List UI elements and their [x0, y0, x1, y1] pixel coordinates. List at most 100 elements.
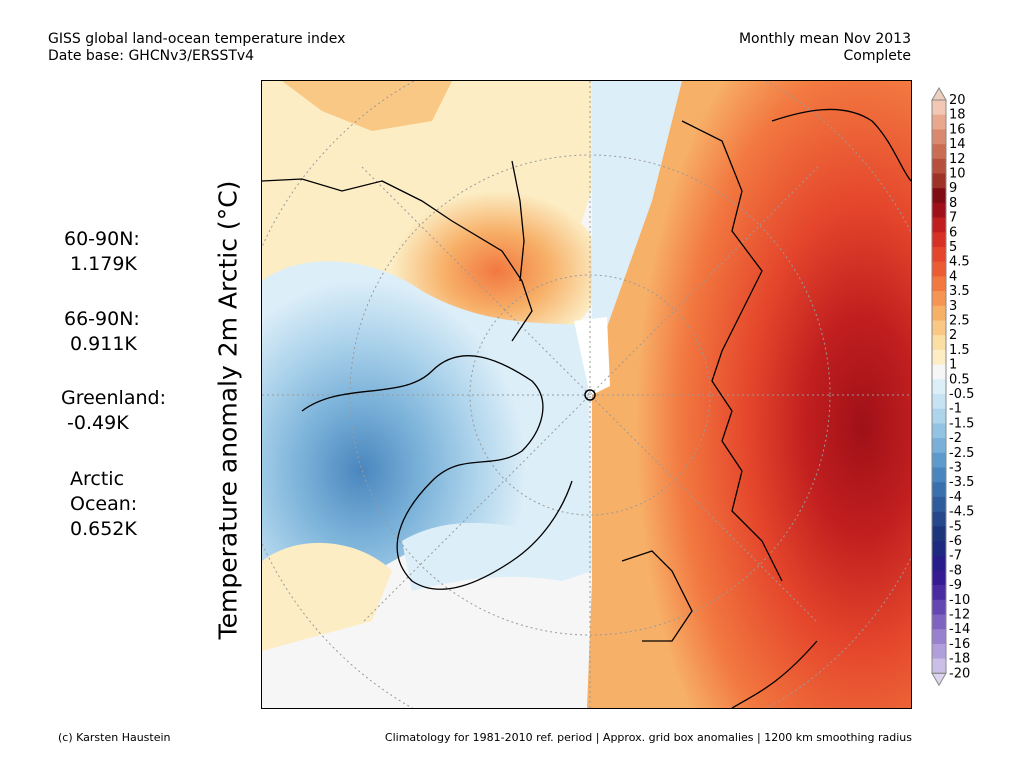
colorbar-tick-label: -3.5 [949, 475, 974, 490]
colorbar-tick-label: -10 [949, 593, 970, 608]
colorbar-tick-label: -7 [949, 549, 962, 564]
colorbar-swatch [932, 629, 946, 645]
colorbar-tick-label: 20 [949, 93, 966, 108]
colorbar-tick-label: 4.5 [949, 255, 970, 270]
colorbar-swatch [932, 570, 946, 586]
colorbar-tick-label: 3.5 [949, 284, 970, 299]
colorbar-tick-label: 1 [949, 358, 957, 373]
colorbar-tick-label: 10 [949, 167, 966, 182]
colorbar-tick-label: 5 [949, 240, 957, 255]
colorbar-tick-label: -5 [949, 519, 962, 534]
colorbar-swatch [932, 261, 946, 277]
colorbar-swatch [932, 555, 946, 571]
colorbar-swatch [932, 349, 946, 365]
colorbar-swatch [932, 247, 946, 262]
colorbar-swatch [932, 320, 946, 336]
colorbar-swatch [932, 291, 946, 307]
colorbar-swatch [932, 438, 946, 454]
colorbar-swatch [932, 188, 946, 204]
colorbar-tick-label: 18 [949, 108, 966, 123]
database-label: Date base: GHCNv3/ERSSTv4 [48, 48, 255, 64]
colorbar-tick-label: 4 [949, 269, 957, 284]
colorbar-tick-label: 6 [949, 225, 957, 240]
stat-line: 0.652K [70, 518, 137, 540]
north-pole-marker [584, 389, 596, 401]
colorbar-tick-label: 9 [949, 181, 957, 196]
colorbar-swatch [932, 379, 946, 395]
colorbar-swatch [932, 144, 946, 160]
colorbar-tick-label: -0.5 [949, 387, 974, 402]
stat-line: Greenland: [61, 387, 166, 409]
colorbar-tick-label: 16 [949, 122, 966, 137]
colorbar-tick-label: 12 [949, 152, 966, 167]
colorbar-swatch [932, 217, 946, 233]
colorbar-swatch [932, 114, 946, 130]
stat-60-90n: 60-90N: 1.179K [64, 227, 140, 277]
colorbar-tick-label: 3 [949, 299, 957, 314]
stat-line: 1.179K [64, 253, 137, 275]
colorbar-tick-label: -1.5 [949, 416, 974, 431]
colorbar-swatch [932, 526, 946, 542]
colorbar-swatch [932, 276, 946, 292]
colorbar-min-arrow [931, 672, 947, 687]
colorbar-swatch [932, 467, 946, 483]
colorbar-swatch [932, 202, 946, 218]
footer-note: Climatology for 1981-2010 ref. period | … [384, 731, 912, 744]
colorbar-swatches [931, 87, 947, 687]
colorbar-swatch [932, 394, 946, 409]
colorbar-tick-label: 14 [949, 137, 966, 152]
colorbar-swatch [932, 585, 946, 601]
colorbar-tick-label: -4.5 [949, 505, 974, 520]
colorbar-swatch [932, 658, 946, 674]
header-right: Monthly mean Nov 2013 Complete [739, 31, 911, 65]
map-canvas [262, 81, 911, 708]
greenland-cool-margin [402, 522, 592, 591]
colorbar-swatch [932, 232, 946, 248]
colorbar-tick-label: -9 [949, 578, 962, 593]
colorbar-swatch [932, 158, 946, 174]
stat-line: -0.49K [61, 412, 129, 434]
colorbar-swatch [932, 643, 946, 659]
header-left: GISS global land-ocean temperature index… [48, 31, 345, 65]
colorbar-tick-label: -12 [949, 608, 970, 623]
colorbar-tick-label: 8 [949, 196, 957, 211]
graticule [262, 81, 911, 708]
stat-line: Ocean: [70, 493, 138, 515]
map-title: GISS global land-ocean temperature index [48, 31, 346, 47]
colorbar-swatch [932, 423, 946, 439]
period-label: Monthly mean Nov 2013 [738, 31, 911, 47]
colorbar-tick-label: -16 [949, 637, 970, 652]
colorbar-tick-label: 2.5 [949, 314, 970, 329]
colorbar-tick-label: -4 [949, 490, 962, 505]
colorbar-tick-label: 2 [949, 328, 957, 343]
colorbar-tick-label: 0.5 [949, 372, 970, 387]
colorbar-swatch [932, 100, 946, 115]
stat-arctic-ocean: Arctic Ocean: 0.652K [70, 467, 137, 542]
colorbar-swatch [932, 364, 946, 380]
atlantic-warm-patch [262, 542, 392, 651]
colorbar-tick-label: 1.5 [949, 343, 970, 358]
coastlines [262, 108, 911, 708]
colorbar-outline [931, 99, 947, 674]
colorbar-swatch [932, 452, 946, 468]
colorbar-swatch [932, 408, 946, 424]
colorbar-swatch [932, 305, 946, 321]
stat-line: 60-90N: [64, 228, 140, 250]
temperature-anomaly-map [261, 80, 912, 709]
y-axis-label: Temperature anomaly 2m Arctic (°C) [213, 180, 243, 640]
colorbar: 201816141210987654.543.532.521.510.5-0.5… [931, 87, 974, 687]
colorbar-swatch [932, 482, 946, 498]
stat-line: Arctic [70, 468, 125, 490]
credit-text: (c) Karsten Haustein [58, 731, 171, 744]
pacific-warm-core [282, 81, 452, 131]
stat-line: 66-90N: [64, 308, 140, 330]
colorbar-swatch [932, 173, 946, 189]
pole-cool-wedge [592, 81, 682, 361]
colorbar-tick-label: -20 [949, 666, 970, 681]
colorbar-swatch [932, 599, 946, 615]
colorbar-max-arrow [931, 87, 947, 101]
colorbar-swatch [932, 496, 946, 512]
colorbar-tick-label: -14 [949, 622, 970, 637]
colorbar-swatch [932, 335, 946, 351]
colorbar-tick-label: -8 [949, 563, 962, 578]
